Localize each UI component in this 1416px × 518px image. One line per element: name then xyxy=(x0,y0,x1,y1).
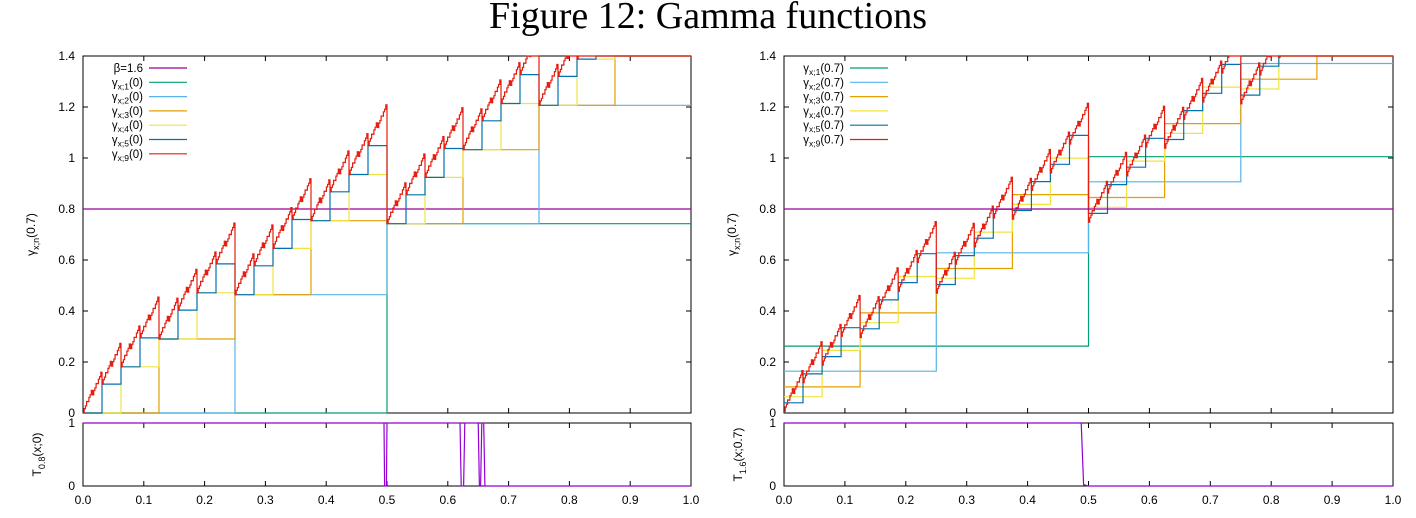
chart-panel-right-bottom: 0.0 0.1 0.2 0.3 0.4 0.5 0.6 0.7 0.8 0.9 1.0 0 1 T1.6(… xyxy=(731,416,1402,507)
x-tick-label: 0.6 xyxy=(1141,493,1158,507)
y-tick-label: 0.6 xyxy=(58,253,75,267)
legend-label: γx;9(0.7) xyxy=(803,135,844,149)
x-tick-label: 0.1 xyxy=(135,493,152,507)
legend-label: γx;4(0.7) xyxy=(803,106,844,120)
y-tick-label: 0.6 xyxy=(759,253,776,267)
y-tick-label: 1 xyxy=(769,416,776,430)
legend-label: γx;9(0) xyxy=(112,149,143,163)
legend-label: γx;2(0) xyxy=(112,92,143,106)
x-tick-label: 0.7 xyxy=(500,493,517,507)
x-tick-label: 0.4 xyxy=(318,493,335,507)
y-tick-label: 0 xyxy=(68,479,75,493)
y-tick-label: 0.4 xyxy=(759,304,776,318)
x-tick-label: 0.9 xyxy=(622,493,639,507)
legend-label: γx;3(0) xyxy=(112,106,143,120)
legend-label: γx;5(0) xyxy=(112,135,143,149)
chart-panel-right-top: 00.20.40.60.811.21.4γx;n(0.7)γx;1(0.7)γx… xyxy=(725,49,1394,420)
x-tick-label: 0.2 xyxy=(897,493,914,507)
y-axis-label: γx;n(0.7) xyxy=(725,213,742,256)
legend-label: γx;3(0.7) xyxy=(803,92,844,106)
x-tick-label: 0.9 xyxy=(1324,493,1341,507)
series-line-n9 xyxy=(83,55,691,414)
x-tick-label: 0.5 xyxy=(379,493,396,507)
y-tick-label: 1.2 xyxy=(759,100,776,114)
figure-title: Figure 12: Gamma functions xyxy=(489,0,927,37)
legend-label: γx;2(0.7) xyxy=(803,77,844,91)
y-tick-label: 0 xyxy=(769,479,776,493)
x-tick-label: 0.3 xyxy=(958,493,975,507)
y-tick-label: 1.4 xyxy=(58,49,75,63)
x-tick-label: 0.8 xyxy=(1263,493,1280,507)
y-tick-label: 0.4 xyxy=(58,304,75,318)
y-axis-label: γx;n(0.7) xyxy=(24,213,41,256)
x-tick-label: 0.6 xyxy=(439,493,456,507)
y-tick-label: 1.2 xyxy=(58,100,75,114)
series-line-0 xyxy=(784,422,1393,487)
y-tick-label: 1 xyxy=(769,151,776,165)
legend-label: γx;4(0) xyxy=(112,120,143,134)
y-tick-label: 1 xyxy=(68,416,75,430)
y-axis-label: T0.8(x;0) xyxy=(30,433,47,477)
x-tick-label: 1.0 xyxy=(683,493,700,507)
y-tick-label: 0 xyxy=(68,406,75,420)
chart-panel-left-top: 0 0.2 0.4 0.6 0.8 1 1.2 1.4 γx;n(0.7) β=1.6 γx;1(0… xyxy=(24,49,692,420)
y-tick-label: 1 xyxy=(68,151,75,165)
x-tick-label: 0.5 xyxy=(1080,493,1097,507)
series-line-0 xyxy=(83,422,691,487)
y-tick-label: 0.8 xyxy=(759,202,776,216)
legend-label: γx;1(0.7) xyxy=(803,63,844,77)
y-tick-label: 0.2 xyxy=(58,355,75,369)
x-tick-label: 0.4 xyxy=(1019,493,1036,507)
x-tick-label: 0.3 xyxy=(257,493,274,507)
x-tick-label: 0.2 xyxy=(196,493,213,507)
legend-label: β=1.6 xyxy=(114,63,143,75)
y-tick-label: 1.4 xyxy=(759,49,776,63)
legend-label: γx;5(0.7) xyxy=(803,120,844,134)
legend-label: γx;1(0) xyxy=(112,77,143,91)
y-axis-label: T1.6(x;0.7) xyxy=(731,428,748,482)
x-tick-label: 0.0 xyxy=(75,493,92,507)
x-tick-label: 0.8 xyxy=(561,493,578,507)
y-tick-label: 0 xyxy=(769,406,776,420)
x-tick-label: 0.7 xyxy=(1202,493,1219,507)
x-tick-label: 0.0 xyxy=(776,493,793,507)
x-tick-label: 0.1 xyxy=(837,493,854,507)
plot-frame xyxy=(783,422,1394,487)
chart-panel-left-bottom: 0.0 0.1 0.2 0.3 0.4 0.5 0.6 0.7 0.8 0.9 1.0 0 1 T0.8(… xyxy=(30,416,700,507)
x-tick-label: 1.0 xyxy=(1385,493,1402,507)
y-tick-label: 0.8 xyxy=(58,202,75,216)
y-tick-label: 0.2 xyxy=(759,355,776,369)
series-line-n9 xyxy=(784,55,1393,412)
